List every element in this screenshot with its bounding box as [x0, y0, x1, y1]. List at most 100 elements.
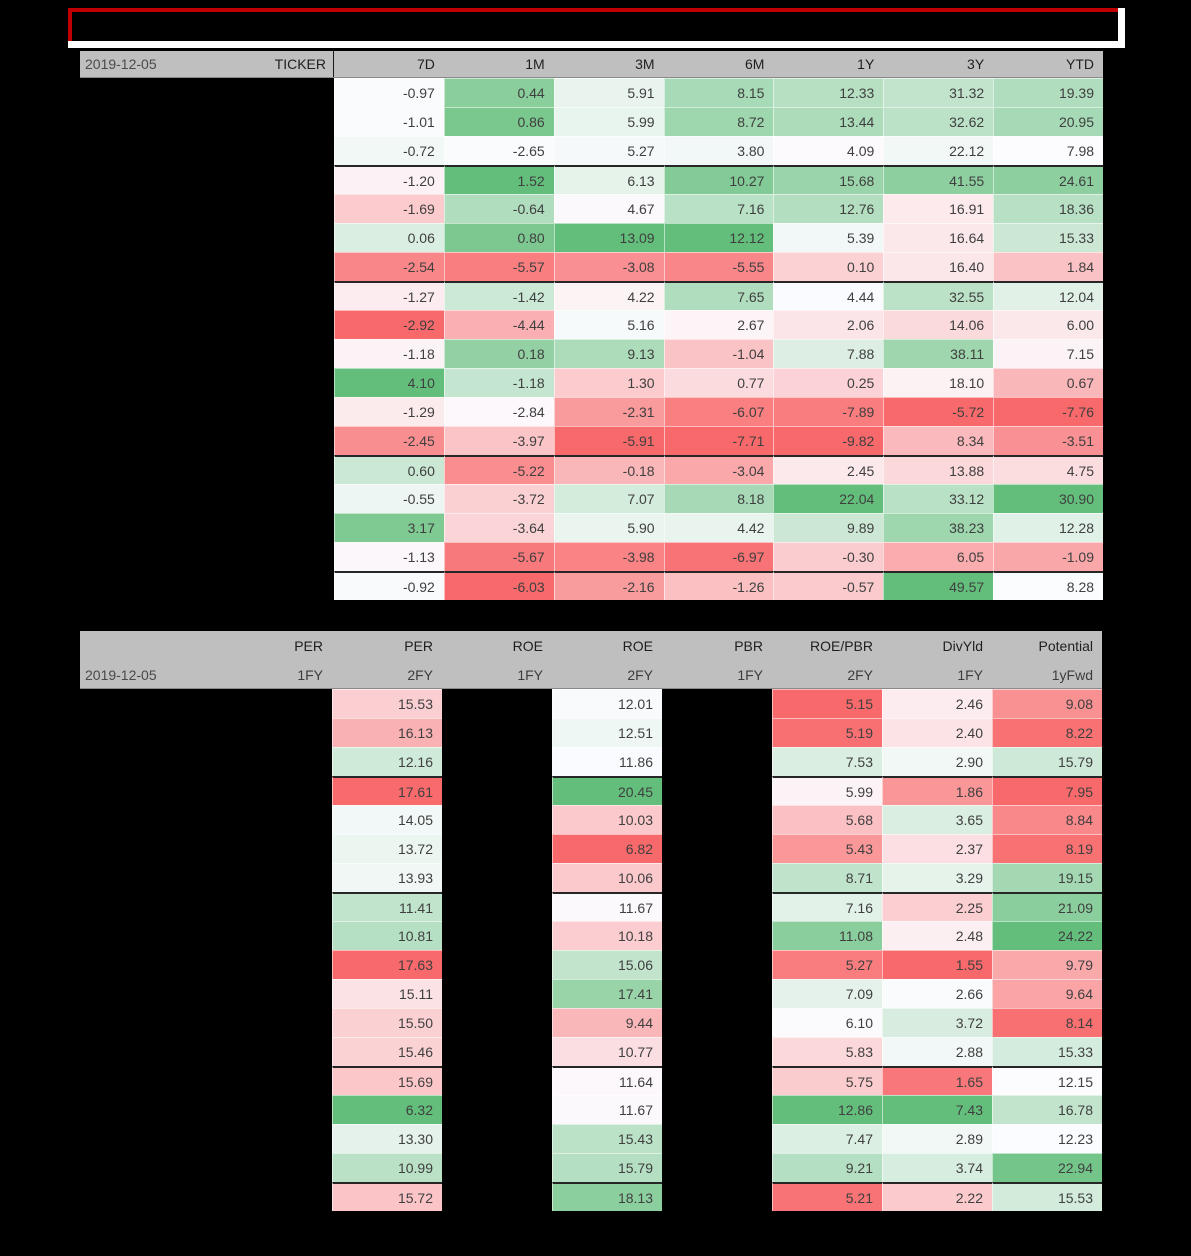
value-cell: 11.41 — [332, 892, 442, 921]
value-cell: 15.53 — [992, 1182, 1102, 1211]
column-group-header-potential: Potential — [1038, 637, 1093, 654]
value-cell: 12.01 — [552, 689, 662, 718]
value-cell: -1.69 — [334, 194, 444, 223]
value-cell: 3.80 — [663, 136, 774, 165]
value-cell: 9.21 — [772, 1153, 882, 1182]
value-cell: 17.41 — [552, 979, 662, 1008]
value-cell: 0.10 — [773, 252, 884, 281]
value-cell: 4.67 — [553, 194, 664, 223]
value-cell: 33.12 — [883, 484, 994, 513]
value-cell: 14.05 — [332, 805, 442, 834]
table-row: 4.10 -1.18 1.30 0.77 0.25 18.10 0.67 — [80, 368, 1104, 397]
column-header-1y: 1Y — [857, 56, 875, 72]
value-cell: -0.30 — [773, 542, 884, 571]
hidden-column-cell — [662, 1037, 772, 1066]
hidden-ticker-area — [80, 484, 334, 513]
hidden-name-area — [80, 1008, 222, 1037]
table-row: -1.27 -1.42 4.22 7.65 4.44 32.55 12.04 — [80, 281, 1104, 310]
value-cell: 5.90 — [553, 513, 664, 542]
value-cell: 0.44 — [443, 78, 554, 107]
table-row: 15.69 11.64 5.75 1.65 12.15 — [80, 1066, 1102, 1095]
hidden-ticker-area — [80, 571, 334, 600]
table-row: -1.69 -0.64 4.67 7.16 12.76 16.91 18.36 — [80, 194, 1104, 223]
value-cell: 18.13 — [552, 1182, 662, 1211]
valuation-column-subheaders: 1FY 2FY 1FY 2FY 1FY 2FY 1FY 1yFwd — [222, 660, 1102, 689]
value-cell: -5.22 — [443, 455, 554, 484]
value-cell: 2.06 — [773, 310, 884, 339]
hidden-column-cell — [222, 689, 332, 718]
hidden-ticker-area — [80, 194, 334, 223]
value-cell: 7.16 — [663, 194, 774, 223]
value-cell: 12.04 — [993, 281, 1104, 310]
value-cell: 9.44 — [552, 1008, 662, 1037]
table-row: -1.29 -2.84 -2.31 -6.07 -7.89 -5.72 -7.76 — [80, 397, 1104, 426]
column-header-7d: 7D — [416, 56, 435, 72]
value-cell: 9.89 — [773, 513, 884, 542]
value-cell: -3.51 — [993, 426, 1104, 455]
value-cell: 20.95 — [993, 107, 1104, 136]
hidden-column-cell — [222, 950, 332, 979]
value-cell: 10.81 — [332, 921, 442, 950]
value-cell: 7.15 — [993, 339, 1104, 368]
hidden-column-cell — [662, 1182, 772, 1211]
value-cell: 13.09 — [553, 223, 664, 252]
hidden-column-cell — [442, 950, 552, 979]
hidden-column-cell — [222, 892, 332, 921]
value-cell: 16.64 — [883, 223, 994, 252]
value-cell: 4.09 — [773, 136, 884, 165]
value-cell: 15.33 — [992, 1037, 1102, 1066]
hidden-column-cell — [222, 1037, 332, 1066]
table-row: -2.45 -3.97 -5.91 -7.71 -9.82 8.34 -3.51 — [80, 426, 1104, 455]
value-cell: 3.29 — [882, 863, 992, 892]
value-cell: 4.75 — [993, 455, 1104, 484]
value-cell: -1.18 — [334, 339, 444, 368]
table-row: 15.72 18.13 5.21 2.22 15.53 — [80, 1182, 1102, 1211]
value-cell: 6.13 — [553, 165, 664, 194]
column-group-header-divyld: DivYld — [942, 637, 983, 654]
value-cell: 5.21 — [772, 1182, 882, 1211]
hidden-name-area — [80, 1095, 222, 1124]
value-cell: -3.08 — [553, 252, 664, 281]
value-cell: 22.04 — [773, 484, 884, 513]
hidden-column-cell — [662, 805, 772, 834]
ticker-label: TICKER — [274, 56, 326, 72]
value-cell: 32.55 — [883, 281, 994, 310]
value-cell: 2.37 — [882, 834, 992, 863]
value-cell: -2.92 — [334, 310, 444, 339]
value-cell: 11.86 — [552, 747, 662, 776]
value-cell: 7.16 — [772, 892, 882, 921]
value-cell: 31.32 — [883, 78, 994, 107]
value-cell: 7.98 — [993, 136, 1104, 165]
value-cell: 18.10 — [883, 368, 994, 397]
hidden-column-cell — [442, 1095, 552, 1124]
value-cell: 5.27 — [553, 136, 664, 165]
hidden-column-cell — [222, 1124, 332, 1153]
value-cell: -2.65 — [443, 136, 554, 165]
value-cell: -6.07 — [663, 397, 774, 426]
table-row: 16.13 12.51 5.19 2.40 8.22 — [80, 718, 1102, 747]
value-cell: 0.86 — [443, 107, 554, 136]
column-subheader-per-2fy: 2FY — [407, 666, 433, 683]
value-cell: -3.98 — [553, 542, 664, 571]
value-cell: 6.05 — [883, 542, 994, 571]
value-cell: 5.15 — [772, 689, 882, 718]
hidden-column-cell — [662, 979, 772, 1008]
value-cell: -3.64 — [443, 513, 554, 542]
hidden-ticker-area — [80, 107, 334, 136]
value-cell: 3.65 — [882, 805, 992, 834]
hidden-name-area — [80, 805, 222, 834]
value-cell: -5.55 — [663, 252, 774, 281]
value-cell: 6.00 — [993, 310, 1104, 339]
value-cell: 1.52 — [443, 165, 554, 194]
value-cell: 10.18 — [552, 921, 662, 950]
value-cell: -3.04 — [663, 455, 774, 484]
value-cell: 7.65 — [663, 281, 774, 310]
value-cell: 2.22 — [882, 1182, 992, 1211]
value-cell: 11.08 — [772, 921, 882, 950]
column-group-header-per: PER — [294, 637, 323, 654]
value-cell: -1.29 — [334, 397, 444, 426]
hidden-column-cell — [662, 921, 772, 950]
hidden-column-cell — [222, 718, 332, 747]
value-cell: -0.55 — [334, 484, 444, 513]
hidden-column-cell — [662, 689, 772, 718]
